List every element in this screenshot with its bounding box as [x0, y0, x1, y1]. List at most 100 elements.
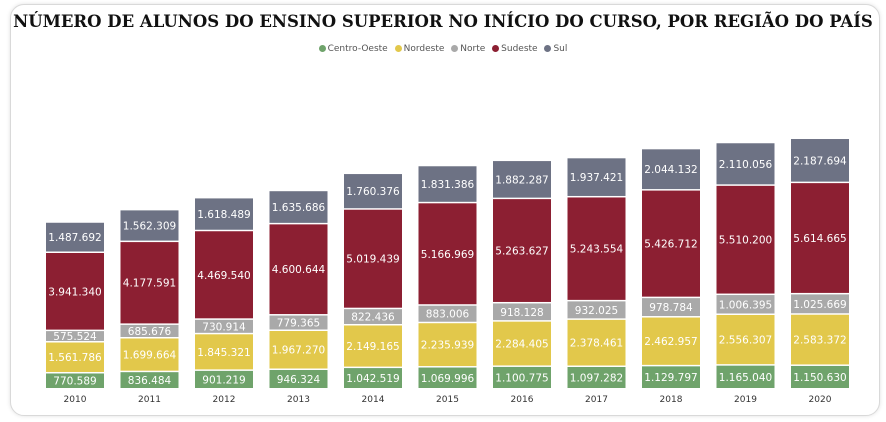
data-label: 5.019.439 [346, 254, 399, 266]
bar-segment [344, 368, 402, 388]
bar-segment [195, 370, 253, 388]
bar-segment [567, 367, 626, 388]
data-label: 685.676 [128, 326, 172, 338]
data-label: 1.760.376 [346, 186, 400, 198]
bar-segment [791, 365, 849, 388]
bar-segment [344, 209, 402, 308]
data-label: 822.436 [351, 312, 395, 324]
bar-segment [716, 365, 775, 388]
bar-segment [344, 325, 402, 367]
x-tick-label: 2015 [436, 395, 459, 405]
x-tick-label: 2018 [660, 395, 683, 405]
data-label: 1.967.270 [272, 345, 325, 357]
x-tick-label: 2014 [362, 395, 385, 405]
bar-segment [716, 314, 775, 365]
x-tick-label: 2020 [809, 395, 832, 405]
bar-segment [120, 242, 179, 324]
data-label: 2.187.694 [793, 155, 847, 167]
legend-label: Sudeste [501, 44, 538, 54]
data-label: 2.583.372 [793, 335, 846, 347]
data-label: 2.462.957 [644, 336, 697, 348]
bar-segment [567, 197, 626, 300]
bar-segment [567, 319, 626, 366]
bar-segment [716, 143, 775, 185]
bar-segment [269, 191, 328, 223]
x-tick-label: 2010 [64, 395, 87, 405]
data-label: 1.937.421 [570, 172, 623, 184]
data-label: 4.600.644 [272, 264, 326, 276]
legend-item: Sul [544, 44, 567, 54]
data-label: 1.100.775 [495, 372, 548, 384]
data-label: 836.484 [128, 375, 172, 387]
data-label: 946.324 [277, 374, 321, 386]
data-label: 1.129.797 [644, 372, 697, 384]
bar-segment [46, 373, 104, 388]
bar-segment [344, 174, 402, 209]
bar-segment [120, 338, 179, 371]
data-label: 2.378.461 [570, 338, 623, 350]
x-tick-label: 2017 [585, 395, 608, 405]
data-label: 901.219 [202, 374, 245, 386]
x-tick-label: 2019 [734, 395, 757, 405]
x-tick-label: 2011 [138, 395, 161, 405]
data-label: 2.556.307 [719, 335, 772, 347]
data-label: 5.166.969 [421, 249, 474, 261]
chart-title: NÚMERO DE ALUNOS DO ENSINO SUPERIOR NO I… [13, 12, 873, 31]
bar-segment [567, 301, 626, 319]
data-label: 2.284.405 [495, 339, 548, 351]
bar-segment [269, 331, 328, 369]
legend-item: Centro-Oeste [318, 44, 388, 54]
legend-label: Centro-Oeste [327, 44, 388, 54]
data-label: 5.614.665 [793, 233, 846, 245]
data-label: 883.006 [426, 309, 470, 321]
chart-legend: Centro-Oeste Nordeste Norte Sudeste Sul [0, 44, 886, 54]
data-label: 1.699.664 [123, 350, 177, 362]
data-label: 2.110.056 [719, 159, 773, 171]
bar-segment [195, 231, 253, 319]
bar-segment [791, 294, 849, 314]
data-label: 5.510.200 [719, 235, 772, 247]
bar-segment [493, 199, 551, 302]
data-label: 770.589 [53, 376, 96, 388]
data-label: 1.562.309 [123, 220, 176, 232]
data-label: 1.069.996 [421, 373, 475, 385]
bar-segment [418, 166, 477, 202]
data-label: 5.263.627 [495, 246, 548, 258]
data-label: 1.150.630 [793, 372, 846, 384]
data-label: 1.042.519 [346, 373, 399, 385]
bar-segment [642, 317, 700, 365]
data-label: 1.845.321 [197, 347, 250, 359]
bar-segment [716, 295, 775, 314]
bar-segment [642, 149, 700, 190]
data-label: 1.097.282 [570, 373, 623, 385]
bar-segment [120, 210, 179, 241]
bar-segment [120, 372, 179, 388]
bar-segment [46, 342, 104, 372]
data-label: 1.882.287 [495, 174, 548, 186]
bar-segment [344, 309, 402, 324]
bar-segment [120, 324, 179, 337]
bar-segment [791, 139, 849, 182]
data-label: 2.044.132 [644, 164, 697, 176]
bar-segment [195, 198, 253, 230]
data-label: 1.006.395 [719, 299, 772, 311]
bar-segment [567, 158, 626, 196]
data-label: 932.025 [575, 305, 618, 317]
legend-label: Nordeste [403, 44, 445, 54]
legend-swatch [544, 45, 552, 52]
bar-segment [716, 185, 775, 294]
data-label: 1.635.686 [272, 202, 326, 214]
data-label: 779.365 [277, 318, 320, 330]
bar-segment [642, 298, 700, 317]
data-label: 1.165.040 [719, 372, 772, 384]
data-label: 918.128 [500, 307, 543, 319]
legend-item: Sudeste [492, 44, 538, 54]
data-label: 1.025.669 [793, 299, 846, 311]
bar-segment [269, 369, 328, 388]
bar-segment [493, 321, 551, 366]
bar-segment [46, 252, 104, 330]
legend-label: Norte [460, 44, 486, 54]
bar-segment [418, 305, 477, 322]
bar-segment [418, 323, 477, 367]
